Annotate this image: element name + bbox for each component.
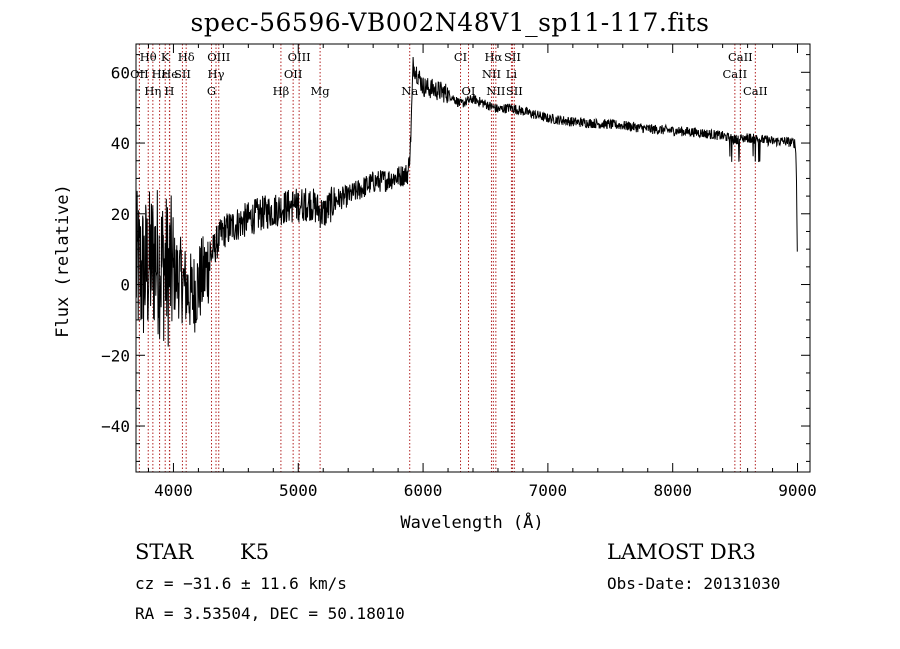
line-label: CaII: [728, 50, 753, 64]
x-tick-label: 4000: [154, 481, 193, 500]
y-tick-label: 40: [111, 134, 130, 153]
line-label: NII: [486, 84, 505, 98]
x-axis-label: Wavelength (Å): [400, 511, 543, 533]
line-label: G: [207, 84, 216, 98]
line-label: SII: [506, 84, 523, 98]
chart-title: spec-56596-VB002N48V1_sp11-117.fits: [190, 8, 710, 37]
axes-group: 4000 5000 6000 7000 8000 9000 −40 −20 0 20 40 60: [101, 43, 817, 500]
line-label: Hδ: [178, 50, 195, 64]
line-label: CaII: [722, 67, 747, 81]
line-label: H: [164, 84, 174, 98]
line-label: Hγ: [208, 67, 225, 81]
y-axis-label: Flux (relative): [53, 184, 73, 338]
x-tick-label: 5000: [279, 481, 318, 500]
x-tick-label: 6000: [404, 481, 443, 500]
plot-frame: [135, 43, 811, 473]
line-label: K: [161, 50, 170, 64]
line-label: OIII: [207, 50, 230, 64]
y-tick-label: −20: [101, 346, 130, 365]
line-label: OII: [130, 67, 149, 81]
line-label: Hη: [144, 84, 161, 98]
y-tick-label: 20: [111, 205, 130, 224]
line-label: OIII: [288, 50, 311, 64]
object-subclass: K5: [240, 540, 270, 564]
y-tick-label: −40: [101, 417, 130, 436]
spectrum-group: [135, 56, 798, 347]
coordinates: RA = 3.53504, DEC = 50.18010: [135, 604, 405, 623]
line-label: CI: [454, 50, 467, 64]
line-marker-group: [138, 44, 756, 472]
line-label: Hα: [484, 50, 502, 64]
line-label: He: [161, 67, 178, 81]
line-label: Na: [401, 84, 418, 98]
observation-date: Obs-Date: 20131030: [607, 574, 781, 593]
survey-name: LAMOST DR3: [607, 540, 756, 564]
line-label: OI: [462, 84, 476, 98]
y-tick-label: 0: [120, 276, 130, 295]
line-label: CaII: [743, 84, 768, 98]
y-tick-label: 60: [111, 63, 130, 82]
spectrum-line: [135, 56, 798, 347]
line-label: Hε: [152, 67, 168, 81]
x-tick-label: 9000: [778, 481, 817, 500]
line-label: Hβ: [273, 84, 290, 98]
line-label: NII: [482, 67, 501, 81]
line-label: Li: [506, 67, 518, 81]
line-label: SII: [504, 50, 521, 64]
line-label: Hθ: [140, 50, 157, 64]
x-tick-label: 8000: [653, 481, 692, 500]
line-label: Mg: [311, 84, 331, 98]
redshift-velocity: cz = −31.6 ± 11.6 km/s: [135, 574, 347, 593]
x-tick-label: 7000: [529, 481, 568, 500]
line-label: SII: [174, 67, 191, 81]
object-class: STAR: [135, 540, 194, 564]
line-label: OII: [284, 67, 303, 81]
